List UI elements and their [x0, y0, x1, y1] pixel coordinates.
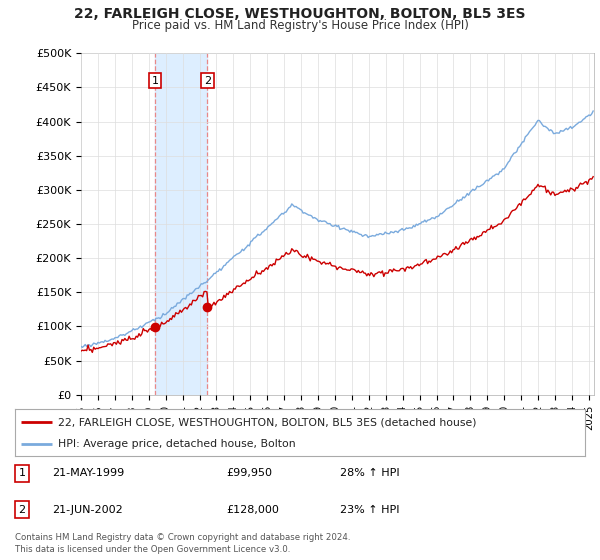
Text: 1: 1: [19, 468, 25, 478]
Text: 1: 1: [152, 76, 158, 86]
Text: 22, FARLEIGH CLOSE, WESTHOUGHTON, BOLTON, BL5 3ES: 22, FARLEIGH CLOSE, WESTHOUGHTON, BOLTON…: [74, 7, 526, 21]
Text: 21-MAY-1999: 21-MAY-1999: [52, 468, 124, 478]
Bar: [155, 53, 208, 395]
Text: 28% ↑ HPI: 28% ↑ HPI: [340, 468, 400, 478]
Text: £128,000: £128,000: [226, 505, 279, 515]
Text: HPI: Average price, detached house, Bolton: HPI: Average price, detached house, Bolt…: [58, 439, 295, 449]
Text: 2: 2: [18, 505, 25, 515]
Text: Contains HM Land Registry data © Crown copyright and database right 2024.
This d: Contains HM Land Registry data © Crown c…: [15, 533, 350, 554]
Text: 23% ↑ HPI: 23% ↑ HPI: [340, 505, 400, 515]
Text: £99,950: £99,950: [226, 468, 272, 478]
Text: Price paid vs. HM Land Registry's House Price Index (HPI): Price paid vs. HM Land Registry's House …: [131, 19, 469, 32]
Text: 22, FARLEIGH CLOSE, WESTHOUGHTON, BOLTON, BL5 3ES (detached house): 22, FARLEIGH CLOSE, WESTHOUGHTON, BOLTON…: [58, 417, 476, 427]
Text: 21-JUN-2002: 21-JUN-2002: [52, 505, 123, 515]
Text: 2: 2: [204, 76, 211, 86]
